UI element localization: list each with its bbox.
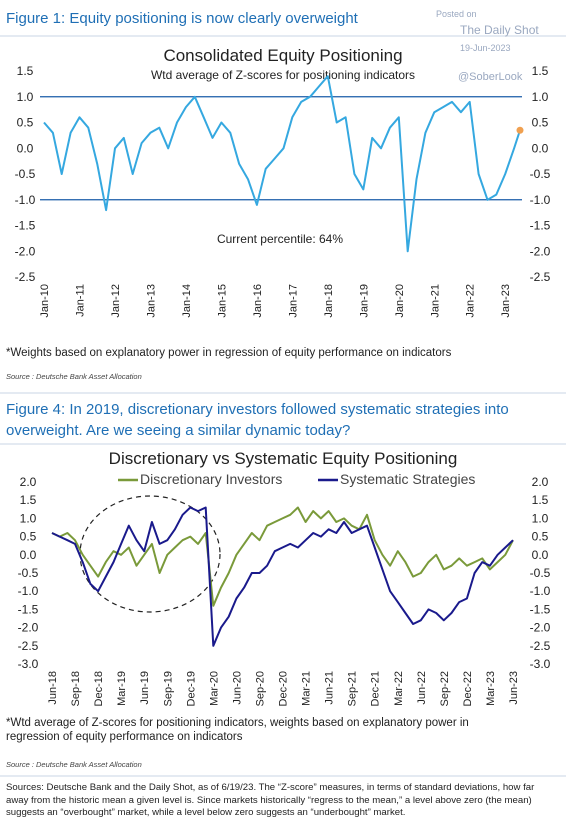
y-tick-label: 0.5 xyxy=(17,116,34,130)
x-tick-label: Jun-21 xyxy=(324,671,336,705)
x-tick-label: Dec-18 xyxy=(93,671,105,706)
y-tick-label: -2.0 xyxy=(15,244,36,258)
x-tick-label: Sep-21 xyxy=(347,671,359,706)
x-tick-label: Jan-19 xyxy=(358,284,370,318)
series-line xyxy=(51,506,514,647)
footnote: *Weights based on explanatory power in r… xyxy=(6,347,452,359)
y-tick-label: -1.5 xyxy=(15,219,36,233)
watermark: @SoberLook xyxy=(458,71,523,83)
x-tick-label: Jun-19 xyxy=(139,671,151,705)
x-tick-label: Mar-23 xyxy=(485,671,497,706)
y2-tick-label: 1.5 xyxy=(532,493,549,507)
x-tick-label: Jan-22 xyxy=(465,284,477,318)
x-tick-label: Sep-22 xyxy=(439,671,451,706)
legend-label: Discretionary Investors xyxy=(140,471,282,487)
x-tick-label: Jun-20 xyxy=(231,671,243,705)
y2-tick-label: 0.0 xyxy=(532,141,549,155)
figure-heading: Figure 1: Equity positioning is now clea… xyxy=(6,10,358,27)
x-tick-label: Jan-15 xyxy=(216,284,228,318)
x-tick-label: Jan-11 xyxy=(74,284,86,317)
x-tick-label: Sep-18 xyxy=(70,671,82,706)
x-tick-label: Jun-23 xyxy=(508,671,520,705)
y-tick-label: 1.0 xyxy=(17,90,34,104)
y2-tick-label: -2.5 xyxy=(530,639,551,653)
y2-tick-label: 0.0 xyxy=(532,548,549,562)
footnote: *Wtd average of Z-scores for positioning… xyxy=(6,717,469,743)
x-tick-label: Jan-18 xyxy=(323,284,335,318)
y-tick-label: 1.5 xyxy=(20,493,37,507)
y2-tick-label: -2.0 xyxy=(530,621,551,635)
end-marker xyxy=(516,126,524,134)
highlight-circle xyxy=(79,495,221,613)
y-tick-label: 0.0 xyxy=(20,548,37,562)
y-tick-label: -2.5 xyxy=(18,639,39,653)
y2-tick-label: -1.0 xyxy=(530,584,551,598)
x-tick-label: Dec-22 xyxy=(462,671,474,706)
y-tick-label: -1.0 xyxy=(15,193,36,207)
y2-tick-label: -2.0 xyxy=(530,244,551,258)
watermark: Posted on xyxy=(436,9,477,19)
source: Source : Deutsche Bank Asset Allocation xyxy=(6,372,142,381)
x-tick-label: Mar-19 xyxy=(116,671,128,706)
x-tick-label: Jan-20 xyxy=(394,284,406,318)
y2-tick-label: 0.5 xyxy=(532,530,549,544)
y-tick-label: -2.5 xyxy=(15,270,36,284)
x-tick-label: Mar-20 xyxy=(208,671,220,706)
sources-note: Sources: Deutsche Bank and the Daily Sho… xyxy=(6,782,535,818)
x-tick-label: Jan-13 xyxy=(145,284,157,318)
y-tick-label: -3.0 xyxy=(18,657,39,671)
x-tick-label: Dec-20 xyxy=(278,671,290,706)
watermark: 19-Jun-2023 xyxy=(460,43,511,53)
y2-tick-label: -2.5 xyxy=(530,270,551,284)
x-tick-label: Jan-16 xyxy=(252,284,264,318)
y-tick-label: 0.5 xyxy=(20,530,37,544)
legend-label: Systematic Strategies xyxy=(340,471,475,487)
y2-tick-label: 2.0 xyxy=(532,475,549,489)
x-tick-label: Mar-22 xyxy=(393,671,405,706)
x-tick-label: Jan-21 xyxy=(429,284,441,318)
y2-tick-label: -1.5 xyxy=(530,602,551,616)
x-tick-label: Sep-20 xyxy=(254,671,266,706)
y-tick-label: 2.0 xyxy=(20,475,37,489)
y2-tick-label: -0.5 xyxy=(530,167,551,181)
y2-tick-label: -0.5 xyxy=(530,566,551,580)
y2-tick-label: 1.0 xyxy=(532,511,549,525)
x-tick-label: Jan-17 xyxy=(287,284,299,318)
y2-tick-label: 1.5 xyxy=(532,64,549,78)
series-line xyxy=(43,75,521,253)
y-tick-label: -2.0 xyxy=(18,621,39,635)
y2-tick-label: -3.0 xyxy=(530,657,551,671)
chart-title: Discretionary vs Systematic Equity Posit… xyxy=(109,449,458,468)
figure-heading: Figure 4: In 2019, discretionary investo… xyxy=(6,401,509,439)
watermark: The Daily Shot xyxy=(460,23,539,37)
x-tick-label: Jan-10 xyxy=(39,284,51,318)
x-tick-label: Dec-19 xyxy=(185,671,197,706)
x-tick-label: Jun-22 xyxy=(416,671,428,705)
x-tick-label: Jan-14 xyxy=(181,284,193,318)
x-tick-label: Jan-12 xyxy=(110,284,122,318)
y2-tick-label: 1.0 xyxy=(532,90,549,104)
y-tick-label: 0.0 xyxy=(17,141,34,155)
x-tick-label: Dec-21 xyxy=(370,671,382,706)
y-tick-label: -1.0 xyxy=(18,584,39,598)
y2-tick-label: 0.5 xyxy=(532,116,549,130)
annotation: Current percentile: 64% xyxy=(217,232,343,246)
series-line xyxy=(51,506,514,607)
x-tick-label: Sep-19 xyxy=(162,671,174,706)
y-tick-label: -0.5 xyxy=(18,566,39,580)
y2-tick-label: -1.0 xyxy=(530,193,551,207)
chart-title: Consolidated Equity Positioning xyxy=(163,46,402,65)
y-tick-label: 1.5 xyxy=(17,64,34,78)
y-tick-label: 1.0 xyxy=(20,511,37,525)
y-tick-label: -1.5 xyxy=(18,602,39,616)
x-tick-label: Jun-18 xyxy=(47,671,59,705)
x-tick-label: Jan-23 xyxy=(500,284,512,318)
chart-subtitle: Wtd average of Z-scores for positioning … xyxy=(151,68,415,82)
y-tick-label: -0.5 xyxy=(15,167,36,181)
source: Source : Deutsche Bank Asset Allocation xyxy=(6,760,142,769)
y2-tick-label: -1.5 xyxy=(530,219,551,233)
x-tick-label: Mar-21 xyxy=(301,671,313,706)
